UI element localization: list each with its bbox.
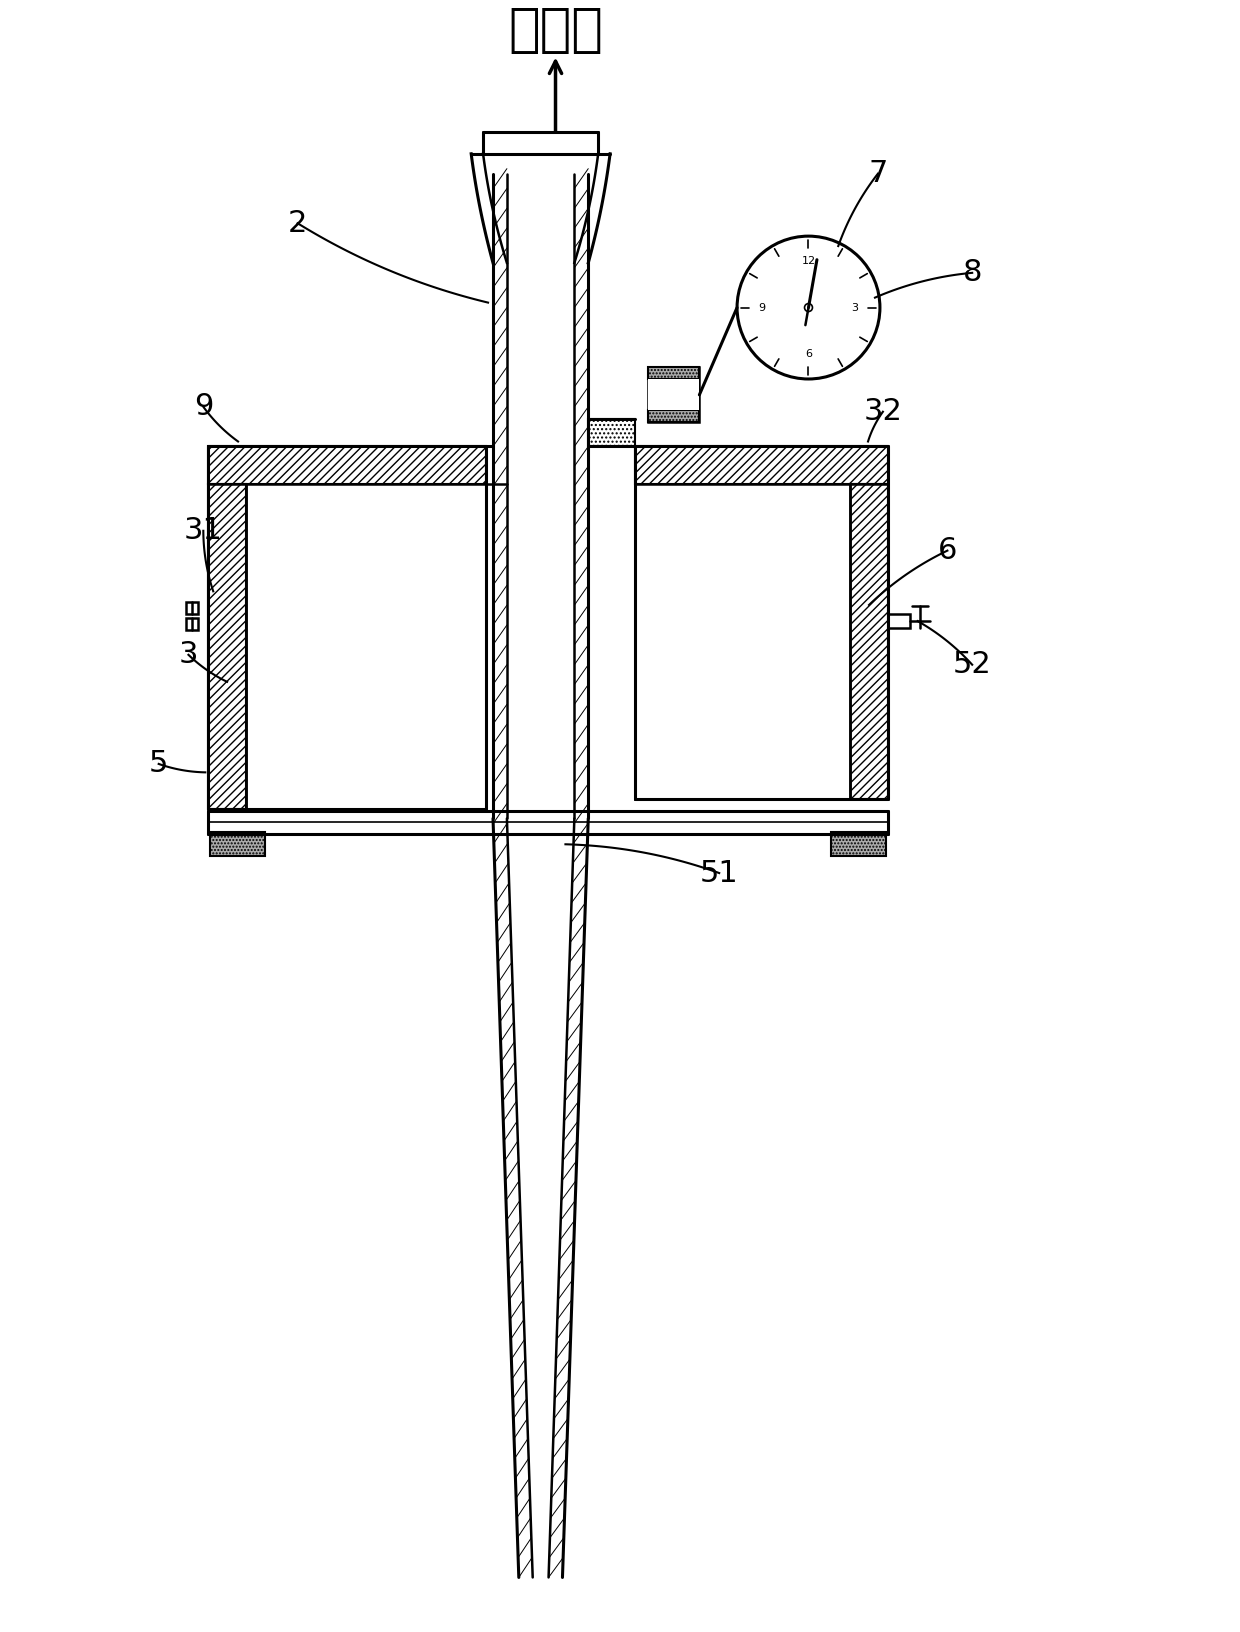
Text: 7: 7 <box>868 160 888 188</box>
Text: 负压源: 负压源 <box>508 3 603 55</box>
Bar <box>831 832 885 857</box>
Text: 31: 31 <box>184 516 223 545</box>
Bar <box>851 485 888 798</box>
Bar <box>647 367 699 379</box>
Text: 32: 32 <box>863 397 903 426</box>
Bar <box>635 447 888 485</box>
Text: 8: 8 <box>962 258 982 287</box>
Bar <box>635 485 851 798</box>
Text: 6: 6 <box>805 349 812 359</box>
Bar <box>208 447 486 485</box>
Bar <box>888 614 910 628</box>
Text: 9: 9 <box>759 302 765 313</box>
Text: 12: 12 <box>801 256 816 266</box>
Text: 52: 52 <box>952 650 992 679</box>
Bar <box>186 602 198 614</box>
Bar <box>647 379 699 410</box>
Text: 6: 6 <box>937 537 957 565</box>
Text: 3: 3 <box>852 302 858 313</box>
Bar <box>647 367 699 421</box>
Text: 5: 5 <box>149 749 169 778</box>
Bar <box>647 410 699 421</box>
Circle shape <box>805 304 812 312</box>
Bar <box>588 419 635 447</box>
Bar <box>186 619 198 630</box>
Bar <box>208 485 246 808</box>
Bar <box>246 485 486 808</box>
Text: 9: 9 <box>193 392 213 421</box>
Text: 3: 3 <box>179 640 198 669</box>
Circle shape <box>737 237 880 379</box>
Text: 51: 51 <box>699 858 739 888</box>
Bar <box>211 832 265 857</box>
Text: 2: 2 <box>288 209 308 238</box>
